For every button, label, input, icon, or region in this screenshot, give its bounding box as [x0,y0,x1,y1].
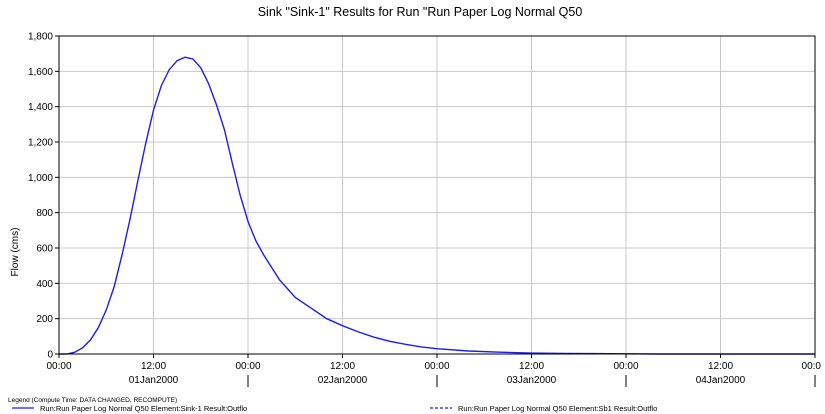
y-tick-label: 1,600 [28,67,53,78]
legend-header: Legend (Compute Time: DATA CHANGED, RECO… [8,397,177,404]
x-tick-label: 00:0 [802,361,822,372]
date-label: 04Jan2000 [696,375,746,386]
y-tick-label: 800 [36,208,53,219]
x-axis: 00:00 12:00 00:00 12:00 00:00 12:00 00:00 12:00… [46,354,821,372]
y-tick-label: 1,400 [28,102,53,113]
y-axis-label: Flow (cms) [10,228,21,277]
x-tick-label: 00:00 [235,361,260,372]
y-tick-label: 0 [47,350,53,361]
grid [59,36,815,354]
x-tick-label: 00:00 [613,361,638,372]
x-tick-label: 00:00 [424,361,449,372]
date-label: 01Jan2000 [129,375,179,386]
y-tick-label: 1,800 [28,32,53,43]
chart-title: Sink "Sink-1" Results for Run "Run Paper… [258,5,583,19]
y-tick-label: 1,200 [28,138,53,149]
date-label: 02Jan2000 [318,375,368,386]
y-tick-label: 200 [36,314,53,325]
x-tick-label: 12:00 [519,361,544,372]
x-tick-label: 12:00 [141,361,166,372]
legend-entry: Run:Run Paper Log Normal Q50 Element:Sin… [40,404,247,413]
x-tick-label: 12:00 [708,361,733,372]
series-line-sink [59,56,815,355]
date-axis: 01Jan2000 02Jan2000 03Jan2000 04Jan2000 [59,373,816,387]
legend-entry: Run:Run Paper Log Normal Q50 Element:Sb1… [458,404,657,413]
y-tick-label: 600 [36,244,53,255]
y-tick-label: 400 [36,279,53,290]
legend: Run:Run Paper Log Normal Q50 Element:Sin… [12,404,657,413]
date-label: 03Jan2000 [507,375,557,386]
y-axis: 0 200 400 600 800 1,000 1,200 1,400 1,600 1,800 [28,32,59,361]
x-tick-label: 12:00 [330,361,355,372]
series-lines [59,56,815,355]
y-tick-label: 1,000 [28,173,53,184]
x-tick-label: 00:00 [46,361,71,372]
